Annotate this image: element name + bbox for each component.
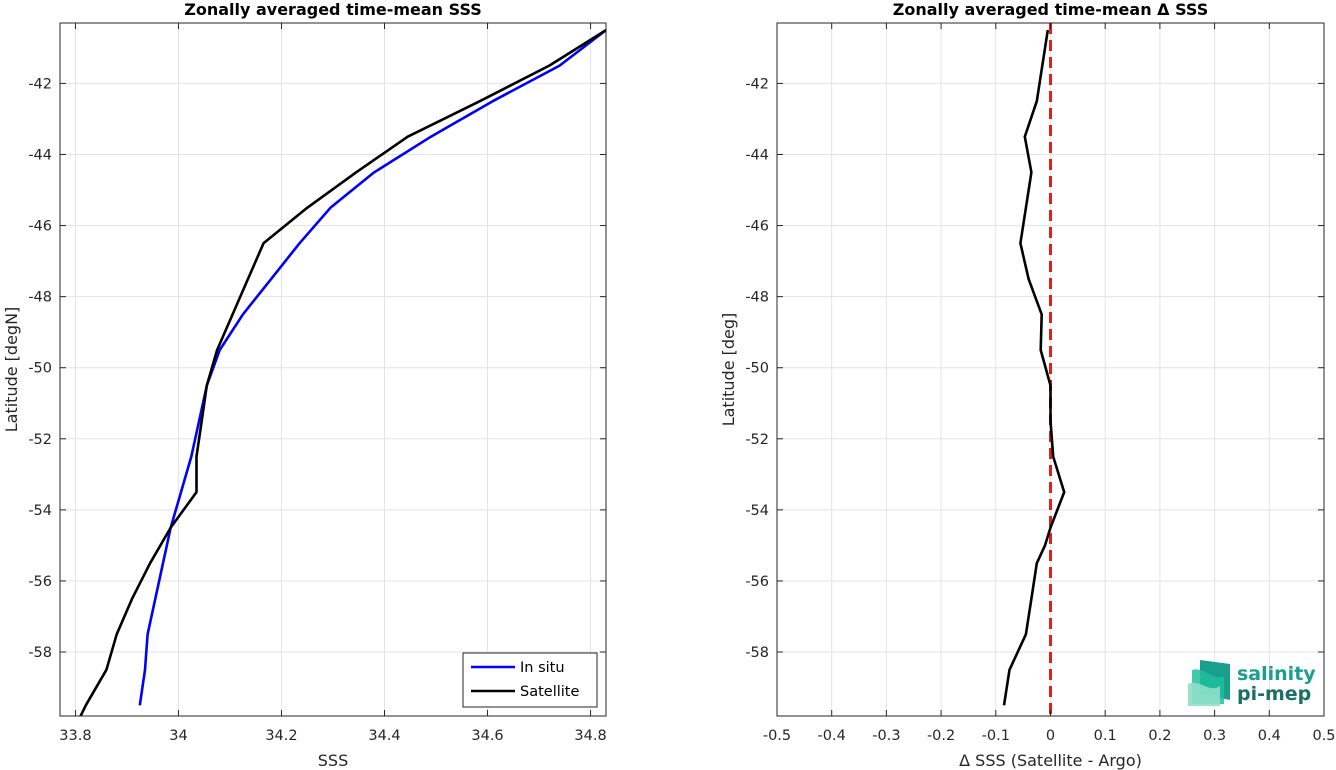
logo-wave-front <box>1188 682 1220 706</box>
y-tick-label: -50 <box>745 361 769 377</box>
x-axis-label: SSS <box>318 751 348 770</box>
series-line-delta-sss <box>1002 29 1066 706</box>
x-tick-label: 34.4 <box>368 728 400 744</box>
legend: In situ Satellite <box>462 652 598 708</box>
y-tick-label: -42 <box>28 76 52 92</box>
x-axis-label: Δ SSS (Satellite - Argo) <box>959 751 1142 770</box>
y-axis-label: Latitude [degN] <box>2 307 21 433</box>
y-axis-label: Latitude [deg] <box>719 313 738 427</box>
y-tick-label: -46 <box>745 219 769 235</box>
y-tick-label: -48 <box>28 290 52 306</box>
y-tick-label: -50 <box>28 361 52 377</box>
y-tick-label: -58 <box>28 645 52 661</box>
legend-label: Satellite <box>520 684 579 700</box>
x-tick-label: -0.5 <box>763 728 791 744</box>
x-tick-label: -0.1 <box>982 728 1010 744</box>
y-tick-label: -56 <box>28 574 52 590</box>
y-tick-label: -52 <box>28 432 52 448</box>
x-tick-label: 34 <box>169 728 187 744</box>
y-tick-label: -56 <box>745 574 769 590</box>
x-tick-label: 0 <box>1046 728 1055 744</box>
x-tick-label: 34.2 <box>265 728 297 744</box>
plot-area <box>60 23 606 716</box>
x-tick-label: 0.5 <box>1312 728 1335 744</box>
y-tick-label: -44 <box>28 147 52 163</box>
x-tick-label: 0.3 <box>1203 728 1226 744</box>
panel-sss: 33.8 34 34.2 34.4 34.6 34.8 -58 -56 -54 -52 -50 -48… <box>2 0 607 770</box>
y-tick-label: -58 <box>745 645 769 661</box>
y-tick-label: -48 <box>745 290 769 306</box>
x-tick-label: 33.8 <box>59 728 91 744</box>
y-tick-label: -44 <box>745 147 769 163</box>
x-tick-label: -0.2 <box>927 728 955 744</box>
x-tick-label: 0.1 <box>1094 728 1117 744</box>
legend-label: In situ <box>520 660 565 676</box>
x-tick-label: 34.8 <box>574 728 606 744</box>
x-tick-label: -0.3 <box>872 728 900 744</box>
logo-text-line1: salinity <box>1237 663 1316 685</box>
axes-box <box>59 22 607 717</box>
series-line-satellite <box>79 28 607 717</box>
x-tick-label: -0.4 <box>818 728 846 744</box>
x-tick-label: 34.6 <box>471 728 503 744</box>
y-tick-label: -42 <box>745 76 769 92</box>
y-tick-label: -52 <box>745 432 769 448</box>
y-tick-label: -46 <box>28 219 52 235</box>
chart-title: Zonally averaged time-mean Δ SSS <box>893 0 1209 19</box>
y-tick-label: -54 <box>28 503 52 519</box>
x-tick-label: 0.4 <box>1258 728 1281 744</box>
logo-text-line2: pi-mep <box>1237 683 1311 705</box>
x-tick-label: 0.2 <box>1148 728 1171 744</box>
legend-box <box>462 652 598 708</box>
panel-delta-sss: -0.5 -0.4 -0.3 -0.2 -0.1 0 0.1 0.2 0.3 0.4 0.5 -58 -… <box>719 0 1336 770</box>
chart-title: Zonally averaged time-mean SSS <box>184 0 482 19</box>
y-tick-label: -54 <box>745 503 769 519</box>
